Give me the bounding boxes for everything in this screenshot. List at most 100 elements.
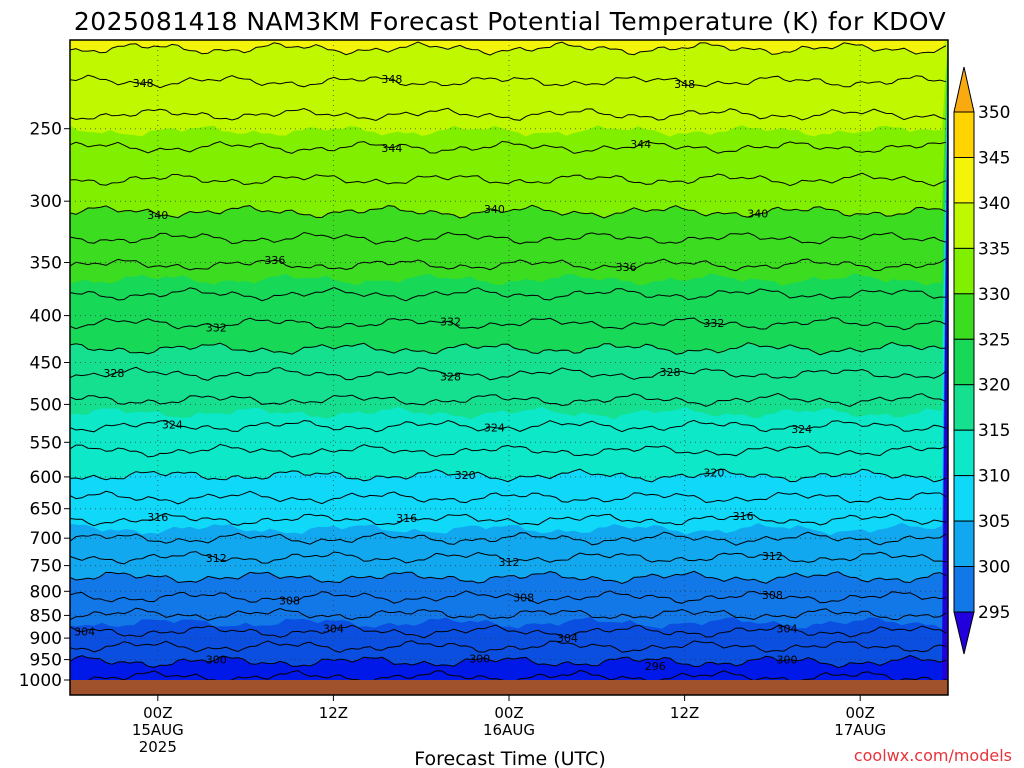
contour-labels: 348 348 348 344 344 340 340 340 336 336 332 332 332 3… [74,73,812,673]
y-tick-label-600: 600 [30,468,62,488]
band-above-350 [70,40,946,55]
colorbar-segment-5 [953,338,975,386]
contour-label-304: 304 [777,622,798,635]
colorbar-top-arrow [953,66,975,113]
contour-label-344: 344 [630,138,651,151]
contour-label-304: 304 [557,632,578,645]
contour-label-320: 320 [455,469,476,482]
colorbar-label-340: 340 [978,194,1010,214]
x-tick-label-4-1: 00Z [846,704,875,722]
contour-label-332: 332 [703,317,724,330]
colorbar-segment-0 [953,111,975,158]
contour-label-340: 340 [484,203,505,216]
y-tick-label-1000: 1000 [19,671,62,691]
contour-label-308: 308 [279,595,300,608]
contour-line-322 [70,443,947,458]
contour-line-304 [70,624,947,639]
x-tick-label-0-3: 2025 [139,738,177,756]
y-tick-label-900: 900 [30,629,62,649]
x-tick-label-1-1: 12Z [319,704,348,722]
contour-line-342 [70,172,947,187]
colorbar-segment-4 [953,293,975,340]
colorbar-label-310: 310 [978,467,1010,487]
y-tick-label-850: 850 [30,606,62,626]
contour-label-348: 348 [674,78,695,91]
ground-fill [70,680,948,695]
contour-line-334 [70,286,947,302]
contour-line-312 [70,551,947,565]
contour-label-312: 312 [499,556,520,569]
contour-line-316 [70,513,947,527]
contour-label-324: 324 [791,423,812,436]
contour-label-348: 348 [381,73,402,86]
y-tick-label-250: 250 [30,120,62,140]
contour-line-310 [70,570,947,585]
y-tick-label-400: 400 [30,307,62,327]
colorbar-label-325: 325 [978,330,1010,350]
contour-line-338 [70,231,947,245]
contour-label-316: 316 [147,511,168,524]
contour-line-332 [70,317,947,331]
colorbar-label-320: 320 [978,376,1010,396]
contour-lines [70,41,947,680]
colorbar-segment-2 [953,202,975,249]
colorbar-label-300: 300 [978,558,1010,578]
contour-label-336: 336 [264,254,285,267]
colorbar-segment-10 [953,566,975,613]
contour-line-320 [70,468,947,483]
contour-label-332: 332 [206,322,227,335]
colorbar-label-335: 335 [978,239,1010,259]
contour-label-324: 324 [162,419,183,432]
colorbar-segment-8 [953,475,975,522]
contour-label-340: 340 [747,208,768,221]
colorbar-segment-9 [953,520,975,568]
colorbar-bottom-arrow [953,611,975,655]
x-tick-label-4-2: 17AUG [834,721,886,739]
contour-line-314 [70,531,947,546]
y-tick-label-700: 700 [30,529,62,549]
y-tick-label-350: 350 [30,254,62,274]
contour-label-316: 316 [396,512,417,525]
x-tick-label-0-1: 00Z [143,704,172,722]
contour-label-308: 308 [513,592,534,605]
contour-label-336: 336 [616,261,637,274]
contour-label-324: 324 [484,421,505,434]
contour-line-302 [70,640,947,653]
colorbar-label-295: 295 [978,603,1010,623]
contour-line-348 [70,74,947,89]
y-tick-label-750: 750 [30,557,62,577]
contour-line-308 [70,590,947,605]
colorbar-label-305: 305 [978,512,1010,532]
colorbar-label-345: 345 [978,149,1010,169]
contour-label-340: 340 [147,209,168,222]
contour-label-304: 304 [323,622,344,635]
contour-line-324 [70,419,947,433]
contour-label-308: 308 [762,589,783,602]
pressure-axis: 250 300 350 400 450 500 550 600 650 700 750 800 850 9… [19,120,70,691]
contour-label-328: 328 [440,371,461,384]
contour-line-346 [70,107,947,122]
band-above-345 [70,40,948,137]
colorbar-segment-7 [953,429,975,477]
contour-label-296: 296 [645,660,666,673]
contour-line-336 [70,258,947,272]
ground-layer [70,680,948,695]
contour-label-300: 300 [469,653,490,666]
y-tick-label-800: 800 [30,582,62,602]
x-axis-label: Forecast Time (UTC) [414,748,605,768]
x-tick-label-3-1: 12Z [670,704,699,722]
contour-label-312: 312 [206,552,227,565]
y-tick-label-950: 950 [30,651,62,671]
grid-lines [70,40,948,680]
colorbar-label-350: 350 [978,103,1010,123]
contour-line-350 [70,41,947,56]
credit-text: coolwx.com/models [854,746,1012,765]
y-tick-label-650: 650 [30,500,62,520]
y-tick-label-500: 500 [30,395,62,415]
contour-label-312: 312 [762,550,783,563]
contour-label-300: 300 [206,653,227,666]
contour-label-316: 316 [733,510,754,523]
colorbar-segment-6 [953,384,975,431]
